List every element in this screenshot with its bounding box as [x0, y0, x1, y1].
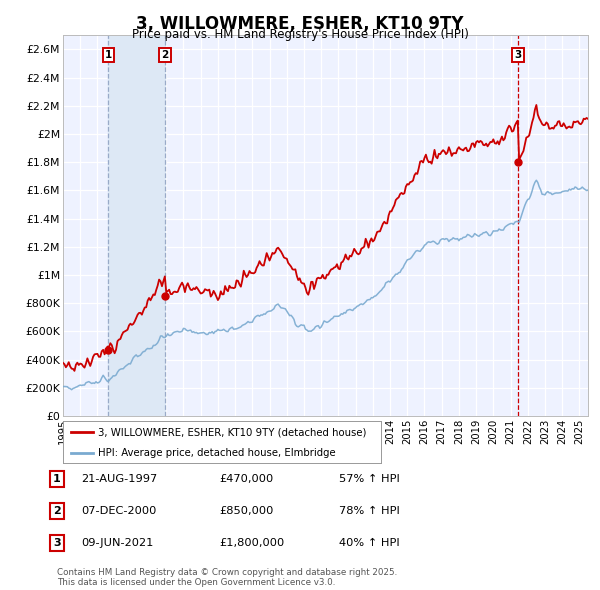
Text: 3: 3: [53, 538, 61, 548]
Text: 3, WILLOWMERE, ESHER, KT10 9TY (detached house): 3, WILLOWMERE, ESHER, KT10 9TY (detached…: [98, 427, 367, 437]
Text: 07-DEC-2000: 07-DEC-2000: [81, 506, 157, 516]
Text: 09-JUN-2021: 09-JUN-2021: [81, 538, 154, 548]
Text: 78% ↑ HPI: 78% ↑ HPI: [339, 506, 400, 516]
Text: 3, WILLOWMERE, ESHER, KT10 9TY: 3, WILLOWMERE, ESHER, KT10 9TY: [136, 15, 464, 33]
Text: 40% ↑ HPI: 40% ↑ HPI: [339, 538, 400, 548]
Text: £1,800,000: £1,800,000: [219, 538, 284, 548]
Text: HPI: Average price, detached house, Elmbridge: HPI: Average price, detached house, Elmb…: [98, 448, 335, 457]
Text: 3: 3: [514, 50, 522, 60]
Text: 2: 2: [161, 50, 169, 60]
Text: 57% ↑ HPI: 57% ↑ HPI: [339, 474, 400, 484]
Text: 1: 1: [105, 50, 112, 60]
Bar: [109, 35, 165, 416]
Text: 21-AUG-1997: 21-AUG-1997: [81, 474, 157, 484]
Text: Price paid vs. HM Land Registry's House Price Index (HPI): Price paid vs. HM Land Registry's House …: [131, 28, 469, 41]
Text: 1: 1: [53, 474, 61, 484]
Text: 2: 2: [53, 506, 61, 516]
Text: Contains HM Land Registry data © Crown copyright and database right 2025.
This d: Contains HM Land Registry data © Crown c…: [57, 568, 397, 587]
Text: £470,000: £470,000: [219, 474, 273, 484]
Text: £850,000: £850,000: [219, 506, 274, 516]
